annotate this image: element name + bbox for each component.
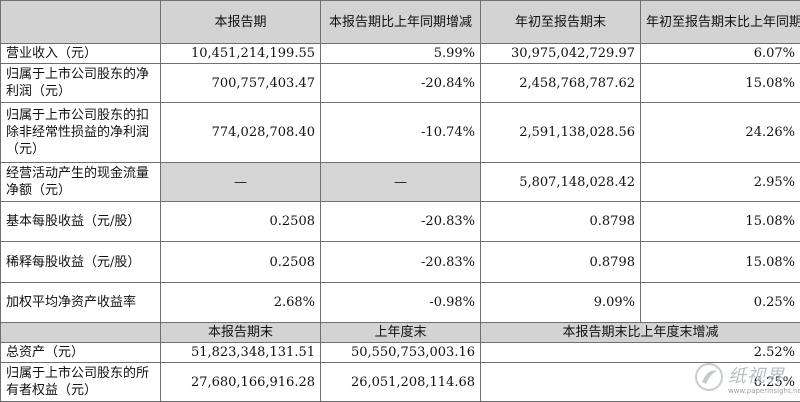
cell-value: 774,028,708.40	[160, 102, 321, 163]
table-row-total-assets: 总资产（元） 51,823,348,131.51 50,550,753,003.…	[0, 342, 800, 363]
table-row-owners-equity: 归属于上市公司股东的所有者权益（元） 27,680,166,916.28 26,…	[0, 362, 800, 402]
row-label: 基本每股收益（元/股）	[0, 201, 161, 242]
cell-value: 27,680,166,916.28	[160, 362, 321, 402]
cell-value: 0.2508	[160, 201, 321, 242]
cell-value: 0.2508	[160, 241, 321, 283]
row-label: 加权平均净资产收益率	[0, 282, 161, 323]
cell-value: 0.25%	[640, 282, 800, 323]
header-current-period-yoy: 本报告期比上年同期增减	[320, 0, 481, 44]
table-row-basic-eps: 基本每股收益（元/股） 0.2508 -20.83% 0.8798 15.08%	[0, 201, 800, 242]
watermark: 纸视界 www.paperinsight.net	[694, 360, 800, 400]
table-row-weighted-roe: 加权平均净资产收益率 2.68% -0.98% 9.09% 0.25%	[0, 282, 800, 323]
row-label: 归属于上市公司股东的所有者权益（元）	[0, 362, 161, 402]
cell-value: -20.83%	[320, 241, 481, 283]
row-label: 归属于上市公司股东的净利润（元）	[0, 63, 161, 103]
cell-value: 2,591,138,028.56	[480, 102, 641, 163]
subheader-blank-cell	[0, 322, 161, 343]
cell-value: 10,451,214,199.55	[160, 43, 321, 64]
row-label: 经营活动产生的现金流量净额（元）	[0, 162, 161, 202]
table-row-operating-cash-flow: 经营活动产生的现金流量净额（元） — — 5,807,148,028.42 2.…	[0, 162, 800, 202]
cell-value: —	[320, 162, 481, 202]
header-current-period: 本报告期	[160, 0, 321, 44]
cell-value: 15.08%	[640, 63, 800, 103]
cell-value: -10.74%	[320, 102, 481, 163]
cell-value: -20.84%	[320, 63, 481, 103]
cell-value: 50,550,753,003.16	[320, 342, 481, 363]
table-row-net-profit: 归属于上市公司股东的净利润（元） 700,757,403.47 -20.84% …	[0, 63, 800, 103]
cell-value: —	[160, 162, 321, 202]
subheader-prior-year-end: 上年度末	[320, 322, 481, 343]
cell-value: -0.98%	[320, 282, 481, 323]
watermark-text: 纸视界	[728, 366, 785, 387]
subheader-period-end: 本报告期末	[160, 322, 321, 343]
cell-value: 2.68%	[160, 282, 321, 323]
cell-value: 2,458,768,787.62	[480, 63, 641, 103]
row-label: 归属于上市公司股东的扣除非经常性损益的净利润（元）	[0, 102, 161, 163]
cell-value: -20.83%	[320, 201, 481, 242]
table-row-net-profit-deducted: 归属于上市公司股东的扣除非经常性损益的净利润（元） 774,028,708.40…	[0, 102, 800, 163]
cell-value: 6.07%	[640, 43, 800, 64]
row-label: 营业收入（元）	[0, 43, 161, 64]
cell-value: 51,823,348,131.51	[160, 342, 321, 363]
cell-value: 15.08%	[640, 201, 800, 242]
cell-value: 700,757,403.47	[160, 63, 321, 103]
row-label: 总资产（元）	[0, 342, 161, 363]
row-label: 稀释每股收益（元/股）	[0, 241, 161, 283]
cell-value: 26,051,208,114.68	[320, 362, 481, 402]
header-ytd-yoy: 年初至报告期末比上年同期增减	[640, 0, 800, 44]
header-blank-cell	[0, 0, 161, 44]
watermark-url: www.paperinsight.net	[728, 387, 800, 395]
cell-value: 15.08%	[640, 241, 800, 283]
cell-value: 2.95%	[640, 162, 800, 202]
table-subheader-row: 本报告期末 上年度末 本报告期末比上年度末增减	[0, 322, 800, 343]
cell-value: 0.8798	[480, 241, 641, 283]
cell-value: 9.09%	[480, 282, 641, 323]
table-row-diluted-eps: 稀释每股收益（元/股） 0.2508 -20.83% 0.8798 15.08%	[0, 241, 800, 283]
subheader-change: 本报告期末比上年度末增减	[480, 322, 800, 343]
watermark-logo-icon	[695, 363, 723, 391]
table-header-row: 本报告期 本报告期比上年同期增减 年初至报告期末 年初至报告期末比上年同期增减	[0, 0, 800, 44]
cell-value: 0.8798	[480, 201, 641, 242]
cell-value: 30,975,042,729.97	[480, 43, 641, 64]
cell-value: 24.26%	[640, 102, 800, 163]
cell-value: 5,807,148,028.42	[480, 162, 641, 202]
table-row-revenue: 营业收入（元） 10,451,214,199.55 5.99% 30,975,0…	[0, 43, 800, 64]
cell-value: 5.99%	[320, 43, 481, 64]
header-ytd: 年初至报告期末	[480, 0, 641, 44]
